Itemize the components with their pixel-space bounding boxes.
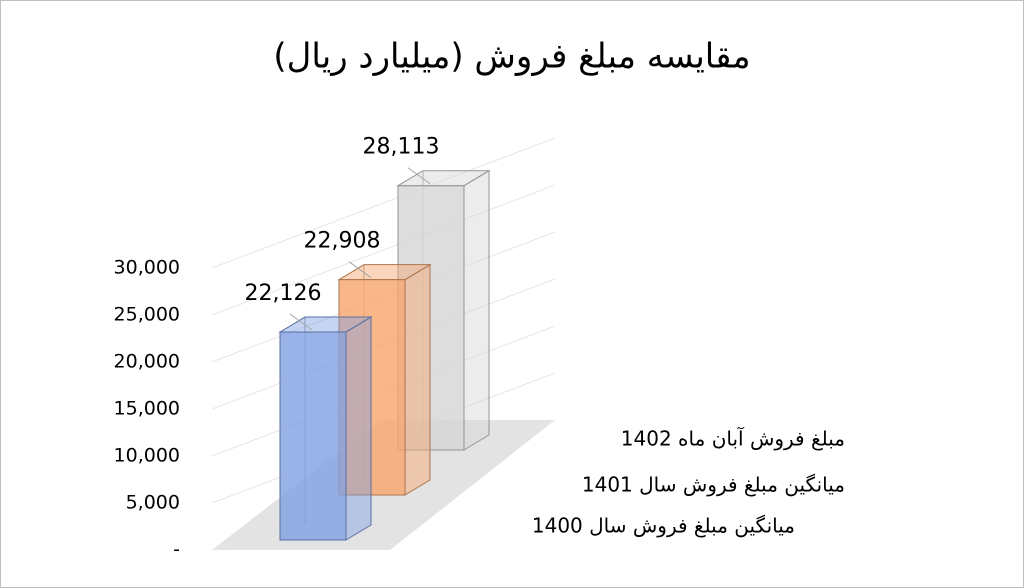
grid-line: [211, 137, 556, 269]
y-tick-label: 20,000: [114, 351, 180, 373]
y-tick-label: 10,000: [114, 445, 180, 467]
data-label: 28,113: [363, 135, 440, 160]
y-tick-label: 30,000: [114, 257, 180, 279]
y-tick-label: 5,000: [126, 492, 180, 514]
chart-title: مقایسه مبلغ فروش (میلیارد ریال): [273, 37, 750, 77]
bar-face: [338, 279, 406, 496]
grid-line: [211, 184, 556, 316]
bar-face: [463, 169, 490, 451]
bar-face: [404, 263, 431, 496]
y-tick-label: 15,000: [114, 398, 180, 420]
series-label: میانگین مبلغ فروش سال 1401: [582, 473, 845, 497]
data-label: 22,126: [245, 281, 322, 306]
series-label: مبلغ فروش آبان ماه 1402: [621, 426, 845, 451]
leader-line: [348, 261, 372, 279]
bar: [337, 263, 432, 496]
leader-line: [407, 167, 431, 185]
y-tick-label: 25,000: [114, 304, 180, 326]
leader-line: [289, 313, 313, 331]
series-label: میانگین مبلغ فروش سال 1400: [532, 514, 795, 538]
bar: [278, 316, 373, 541]
bar-face: [345, 316, 372, 541]
bar-face: [279, 331, 347, 541]
data-label: 22,908: [304, 229, 381, 254]
y-tick-label: -: [173, 539, 180, 561]
